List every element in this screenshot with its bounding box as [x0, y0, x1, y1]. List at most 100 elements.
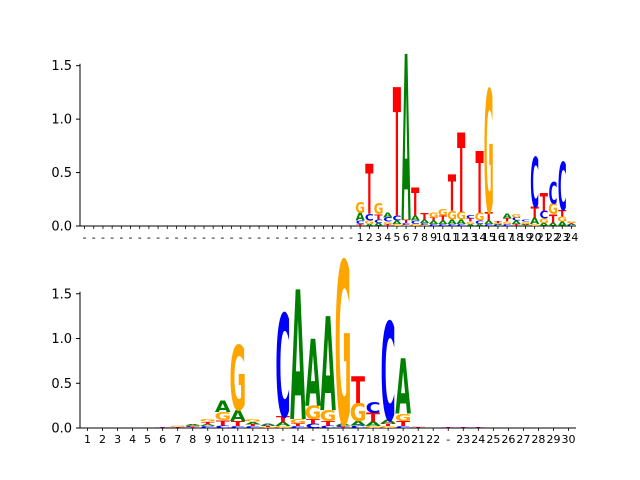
x-tick-label: 21 [411, 433, 425, 446]
logo-letter-a: A [374, 223, 383, 228]
x-tick-label: 15 [321, 433, 335, 446]
logo-letter-t: T [567, 223, 575, 225]
logo-letter-g: G [383, 222, 393, 225]
x-tick-label: 7 [174, 433, 181, 446]
logo-letter-t: T [558, 209, 567, 219]
logo-letter-g: G [493, 223, 503, 225]
x-tick-label: - [92, 231, 96, 244]
logo-letter-c: C [512, 217, 521, 222]
x-tick-label: - [257, 231, 261, 244]
logo-letter-t: T [531, 205, 540, 221]
logo-letter-a: A [383, 212, 393, 220]
x-tick-label: 22 [546, 231, 560, 244]
x-tick-label: 3 [114, 433, 121, 446]
logo-letter-g: G [566, 220, 576, 223]
logo-letter-a: A [215, 398, 232, 416]
logo-letter-c: C [185, 426, 200, 427]
logo-letter-g: G [539, 218, 549, 225]
x-tick-label: 1 [84, 433, 91, 446]
logo-letter-t: T [441, 427, 455, 428]
logo-letter-a: A [558, 221, 568, 228]
logo-letter-t: T [549, 212, 558, 226]
logo-letter-c: C [484, 224, 493, 227]
logo-letter-c: C [429, 224, 438, 227]
y-tick-label: 1.0 [51, 332, 72, 347]
x-tick-label: 4 [129, 433, 136, 446]
x-tick-label: 2 [99, 433, 106, 446]
logo-letter-g: G [557, 216, 567, 224]
logo-letter-t: T [457, 112, 465, 239]
logo-letter-a: A [512, 220, 521, 225]
logo-letter-c: C [558, 150, 567, 227]
x-tick-label: - [193, 231, 197, 244]
logo-letter-t: T [374, 214, 382, 222]
logo-letter-t: T [356, 224, 364, 227]
x-tick-label: - [147, 231, 151, 244]
logo-letter-t: T [186, 427, 200, 428]
logo-letter-c: C [456, 427, 471, 428]
logo-letter-g: G [429, 212, 439, 220]
logo-letter-g: G [184, 425, 201, 426]
logo-letter-a: A [447, 219, 457, 226]
x-tick-label: - [220, 231, 224, 244]
logo-letter-c: C [521, 219, 530, 222]
x-tick-label: 28 [531, 433, 545, 446]
logo-letter-c: C [567, 225, 576, 227]
x-tick-label: - [83, 231, 87, 244]
x-tick-label: 8 [421, 231, 428, 244]
logo-letter-g: G [410, 427, 427, 428]
logo-letter-a: A [521, 224, 531, 226]
logo-letter-g: G [290, 418, 307, 425]
x-tick-label: 14 [291, 433, 305, 446]
x-tick-label: - [174, 231, 178, 244]
x-tick-label: - [312, 231, 316, 244]
x-tick-label: - [331, 231, 335, 244]
logo-letter-c: C [215, 425, 230, 429]
logo-letter-t: T [276, 415, 290, 425]
logo-letter-t: T [156, 427, 170, 428]
logo-letter-a: A [335, 423, 352, 426]
logo-letter-g: G [355, 201, 365, 217]
x-tick-label: - [138, 231, 142, 244]
x-tick-label: - [119, 231, 123, 244]
logo-letter-g: G [475, 211, 485, 223]
logo-letter-g: G [214, 410, 231, 423]
x-tick-label: 10 [436, 231, 450, 244]
logo-letter-t: T [503, 218, 512, 223]
logo-letter-t: T [466, 218, 475, 223]
logo-letter-t: T [396, 419, 411, 428]
x-tick-label: 18 [366, 433, 380, 446]
x-tick-label: 27 [516, 433, 530, 446]
logo-letter-a: A [320, 290, 336, 441]
logo-letter-a: A [200, 424, 217, 427]
logo-letter-g: G [260, 427, 277, 428]
logo-letter-g: G [420, 225, 430, 227]
logo-letter-g: G [275, 426, 292, 429]
x-tick-label: - [446, 433, 450, 446]
logo-letter-c: C [321, 425, 336, 429]
x-tick-label: 30 [561, 433, 575, 446]
logo-letter-c: C [448, 224, 457, 227]
logo-letter-c: C [411, 220, 420, 225]
logo-letter-a: A [401, 9, 410, 273]
logo-letter-g: G [380, 426, 397, 429]
logo-letter-g: G [229, 329, 246, 432]
x-tick-label: 29 [546, 433, 560, 446]
logo-letter-c: C [365, 213, 374, 223]
y-tick-label: 0.0 [51, 220, 72, 235]
logo-letter-t: T [402, 219, 411, 224]
logo-letter-a: A [365, 224, 375, 227]
logo-letter-g: G [511, 214, 521, 219]
logo-letter-g: G [465, 222, 475, 225]
logo-letter-c: C [230, 426, 245, 429]
x-tick-label: 16 [491, 231, 505, 244]
logo-letter-t: T [430, 217, 439, 222]
x-tick-label: 5 [144, 433, 151, 446]
logo-letter-a: A [185, 424, 202, 425]
logo-letter-t: T [201, 421, 215, 425]
x-tick-label: - [101, 231, 105, 244]
x-tick-label: 26 [501, 433, 515, 446]
logo-letter-a: A [567, 224, 577, 226]
logo-letter-a: A [245, 421, 262, 425]
x-tick-label: 19 [381, 433, 395, 446]
